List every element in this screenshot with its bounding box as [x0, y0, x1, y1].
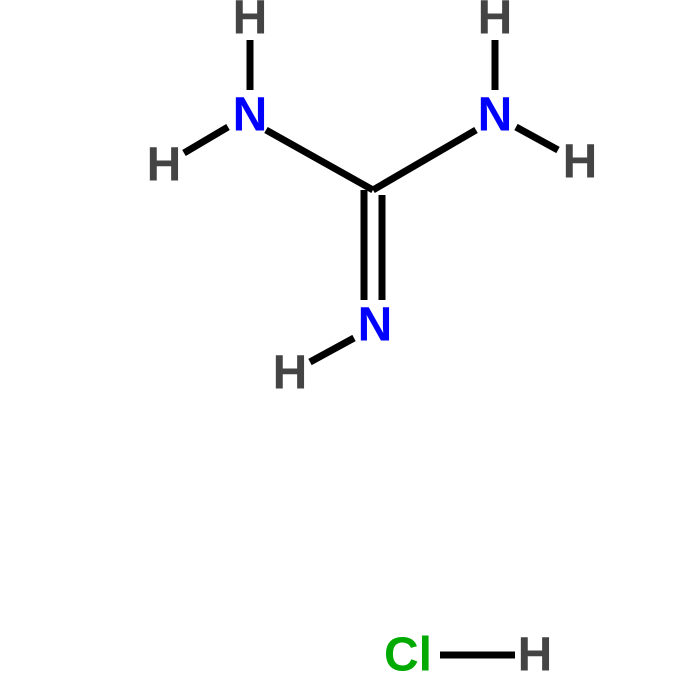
atom-H3: H: [147, 138, 182, 193]
chemical-structure-canvas: NNNHHHHHClH: [0, 0, 700, 700]
atom-Cl: Cl: [384, 628, 432, 683]
bond: [266, 130, 373, 190]
atom-H1: H: [233, 0, 268, 46]
atom-H6: H: [518, 628, 553, 683]
bond: [310, 338, 354, 362]
bond: [373, 130, 476, 190]
bond: [516, 127, 558, 150]
atom-H2: H: [478, 0, 513, 46]
atom-N3: N: [358, 298, 393, 353]
bond: [184, 127, 228, 153]
atom-H4: H: [563, 135, 598, 190]
atom-N1: N: [233, 88, 268, 143]
bonds-layer: [0, 0, 700, 700]
atom-H5: H: [273, 346, 308, 401]
atom-N2: N: [478, 88, 513, 143]
